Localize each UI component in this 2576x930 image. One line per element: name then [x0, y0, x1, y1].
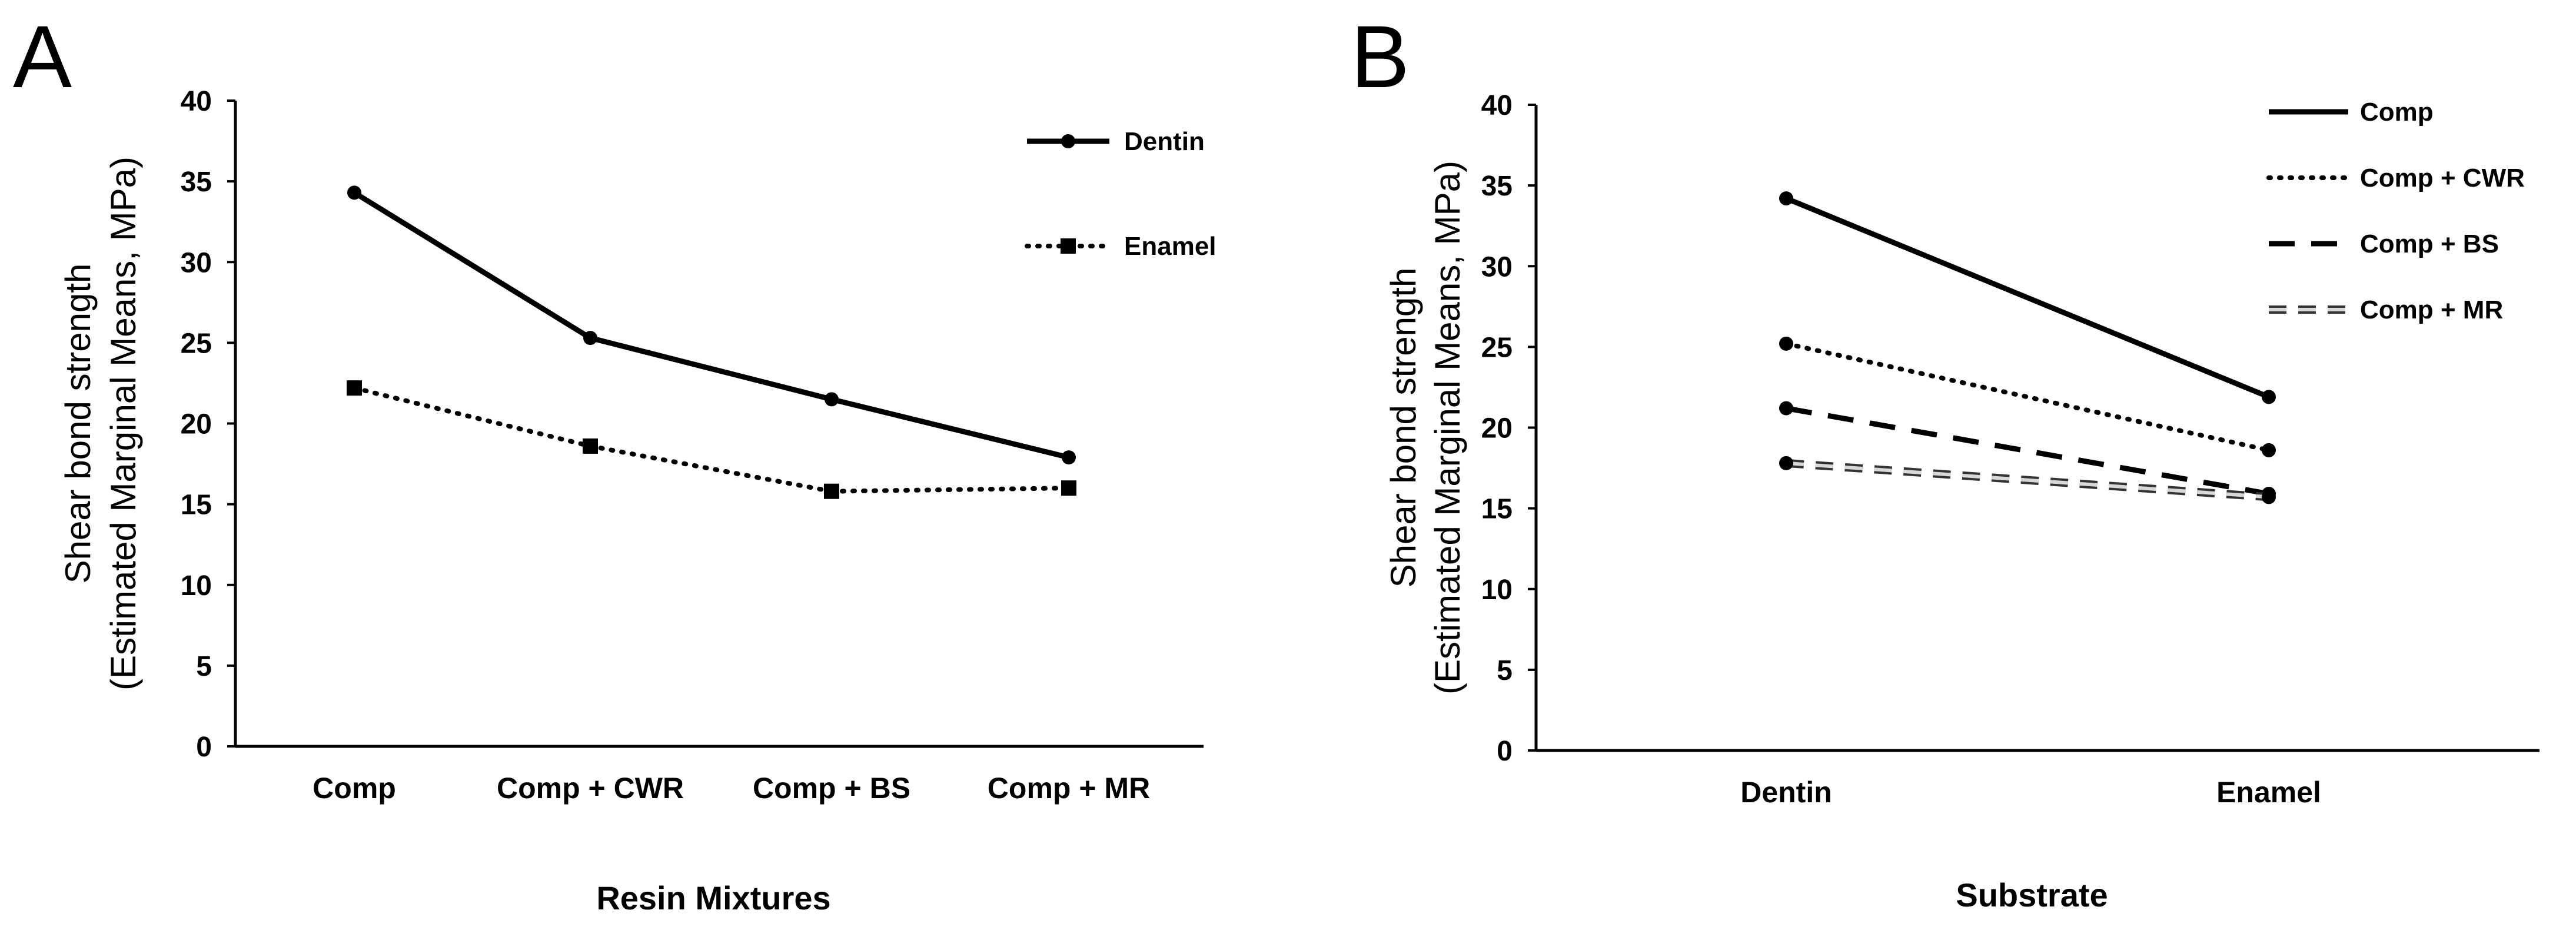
series-comp-bs: [1779, 401, 2276, 501]
series-dentin: [347, 185, 1076, 465]
y-tick-label: 35: [1481, 171, 1513, 202]
y-axis-title-line2: (Estimated Marginal Means, MPa): [1428, 161, 1467, 695]
panel-a-letter: A: [13, 7, 72, 106]
x-tick-label: Dentin: [1740, 776, 1832, 809]
y-tick-label: 15: [1481, 494, 1513, 525]
legend-marker: [1061, 238, 1076, 254]
legend-label: Enamel: [1124, 232, 1216, 261]
data-point-marker: [1779, 401, 1793, 416]
y-tick-label: 15: [181, 490, 212, 521]
series-line-segment: [829, 486, 1071, 494]
series-comp: [1779, 191, 2276, 404]
data-point-marker: [1061, 480, 1076, 496]
y-tick-label: 20: [1481, 413, 1513, 444]
y-axis-title-line1: Shear bond strength: [1384, 268, 1423, 588]
data-point-marker: [1779, 336, 1793, 351]
series-line-segment: [1785, 195, 2270, 400]
legend: Comp Comp + CWR Comp + BS Comp + MR: [2266, 98, 2525, 324]
y-tick-label: 40: [181, 86, 212, 117]
series-line-segment: [588, 443, 834, 494]
y-tick-label: 0: [1497, 736, 1513, 767]
y-tick-label: 35: [181, 167, 212, 198]
data-point-marker: [583, 331, 597, 346]
y-tick-label: 40: [1481, 90, 1513, 121]
series-line-segment: [830, 396, 1070, 460]
panel-b-letter: B: [1351, 7, 1410, 106]
legend: Dentin Enamel: [1025, 127, 1216, 261]
series-line-segment: [352, 386, 593, 449]
data-point-marker: [2262, 490, 2276, 504]
series-line-segment: [1786, 461, 2269, 499]
series-comp-mr: [1779, 456, 2276, 504]
y-tick-label: 30: [181, 247, 212, 278]
series-line-segment: [589, 335, 833, 402]
legend-label: Comp + BS: [2360, 230, 2499, 258]
y-tick-label: 10: [181, 570, 212, 602]
y-tick-label: 25: [181, 328, 212, 359]
y-axis-title-line1: Shear bond strength: [58, 264, 98, 584]
data-point-marker: [825, 392, 839, 407]
legend-label: Dentin: [1124, 127, 1205, 156]
legend-label: Comp + CWR: [2360, 164, 2525, 192]
legend-label: Comp + MR: [2360, 295, 2503, 324]
y-tick-label: 0: [196, 732, 212, 763]
data-point-marker: [2262, 390, 2276, 404]
data-point-marker: [583, 438, 598, 454]
data-point-marker: [347, 185, 361, 200]
x-tick-label: Comp + BS: [753, 772, 910, 805]
y-tick-label: 25: [1481, 332, 1513, 363]
y-tick-label: 10: [1481, 574, 1513, 606]
series-line-segment: [1784, 341, 2271, 453]
data-point-marker: [347, 380, 362, 396]
data-point-marker: [1779, 191, 1793, 206]
data-point-marker: [1779, 456, 1793, 470]
x-tick-label: Comp + CWR: [497, 772, 684, 805]
series-enamel: [347, 380, 1076, 499]
x-tick-label: Comp + MR: [988, 772, 1150, 805]
y-tick-label: 5: [1497, 655, 1513, 686]
y-tick-label: 30: [1481, 251, 1513, 283]
panel-b: B 0 5 10 15 20 25 30 35 40 Dentin Enamel Substrate S…: [1351, 7, 2540, 914]
y-tick-label: 5: [196, 651, 212, 682]
data-point-marker: [2262, 443, 2276, 457]
x-axis-title: Resin Mixtures: [596, 879, 830, 916]
x-tick-label: Enamel: [2216, 776, 2321, 809]
panel-a: A 0 5 10 15 20 25 30 35 40 Comp Comp + CWR Comp + B…: [13, 7, 1216, 916]
data-point-marker: [1062, 450, 1076, 465]
legend-marker: [1061, 134, 1075, 148]
x-axis-title: Substrate: [1956, 876, 2108, 914]
series-comp-cwr: [1779, 336, 2276, 457]
series-line-segment: [353, 190, 592, 340]
x-tick-label: Comp: [313, 772, 396, 805]
y-tick-label: 20: [181, 409, 212, 440]
y-axis-title-line2: (Estimated Marginal Means, MPa): [104, 157, 143, 690]
legend-label: Comp: [2360, 98, 2434, 127]
data-point-marker: [824, 483, 839, 499]
